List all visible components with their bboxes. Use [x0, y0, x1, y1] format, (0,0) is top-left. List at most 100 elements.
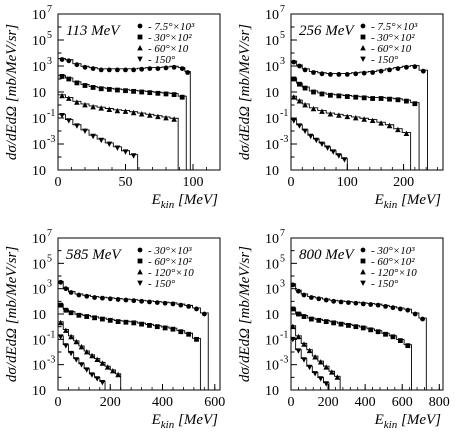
data-point	[162, 300, 168, 306]
data-point	[59, 57, 65, 62]
y-tick-label: 103	[265, 279, 285, 298]
series-circle	[291, 59, 428, 170]
data-point	[361, 95, 367, 101]
model-curve	[58, 74, 187, 170]
y-tick-label: 10-3	[265, 355, 288, 374]
data-point	[89, 372, 95, 378]
data-point	[76, 312, 82, 318]
data-point	[130, 109, 137, 116]
series-circle	[58, 57, 191, 170]
data-point	[78, 343, 85, 350]
y-tick-label: 103	[265, 56, 285, 75]
data-point	[130, 153, 137, 159]
x-tick-label: 100	[337, 175, 358, 190]
legend-marker	[360, 23, 366, 29]
y-tick-label: 105	[32, 253, 52, 272]
y-tick-label: 105	[32, 30, 52, 49]
data-point	[57, 319, 64, 326]
data-point	[308, 316, 314, 322]
data-point	[338, 299, 344, 305]
model-curve	[291, 77, 420, 170]
data-point	[194, 336, 199, 342]
data-point	[123, 319, 129, 325]
data-point	[186, 304, 192, 309]
legend-label: - 150°	[371, 54, 399, 66]
data-point	[76, 292, 82, 298]
data-point	[295, 348, 302, 354]
data-point	[122, 108, 129, 114]
data-point	[73, 357, 80, 363]
y-axis-title: dσ/dEdΩ [mb/MeV/sr]	[4, 246, 20, 382]
data-point	[179, 94, 185, 100]
x-tick-label: 600	[392, 395, 413, 410]
data-point	[90, 66, 96, 71]
data-point	[66, 95, 72, 101]
model-curve	[58, 113, 139, 170]
data-point	[83, 349, 90, 355]
data-point	[163, 65, 169, 71]
data-point	[131, 67, 137, 73]
legend-label: - 30°×10²	[148, 32, 192, 44]
model-curve	[291, 325, 341, 390]
legend-marker	[360, 258, 366, 264]
y-tick-label: 103	[32, 279, 52, 298]
data-point	[59, 92, 65, 99]
data-point	[90, 103, 96, 110]
series-square	[290, 306, 412, 390]
data-point	[170, 301, 176, 307]
y-tick-label: 10	[265, 308, 279, 323]
data-point	[390, 334, 396, 340]
data-point	[106, 87, 112, 92]
data-point	[83, 367, 90, 373]
y-tick-label: 10-3	[32, 134, 55, 153]
data-point	[179, 66, 185, 71]
data-point	[344, 72, 350, 77]
legend-label: - 150°	[148, 54, 176, 66]
data-point	[82, 102, 88, 108]
data-point	[115, 87, 120, 93]
legend-label: - 120°×10	[371, 267, 417, 279]
data-point	[94, 356, 100, 362]
data-point	[328, 369, 335, 375]
data-point	[328, 92, 333, 98]
data-point	[155, 113, 161, 120]
series-square	[58, 302, 201, 390]
data-point	[404, 64, 409, 70]
data-point	[154, 324, 160, 330]
data-point	[107, 296, 113, 302]
data-point	[302, 128, 308, 134]
legend-label: - 7.5°×10³	[371, 21, 418, 33]
data-point	[99, 380, 106, 386]
x-tick-label: 400	[355, 395, 376, 410]
data-point	[353, 300, 359, 306]
data-point	[331, 320, 337, 326]
data-point	[114, 145, 121, 151]
data-point	[301, 292, 307, 298]
legend-marker	[137, 280, 143, 286]
data-point	[330, 149, 337, 155]
data-point	[154, 300, 160, 305]
model-curve	[291, 95, 412, 170]
y-tick-label: 105	[265, 253, 285, 272]
data-point	[317, 359, 324, 365]
data-point	[100, 316, 105, 322]
data-point	[290, 336, 296, 343]
y-tick-label: 10	[265, 384, 279, 399]
y-tick-label: 10	[265, 164, 279, 179]
data-point	[106, 141, 113, 147]
data-point	[92, 295, 97, 300]
y-tick-label: 10	[265, 86, 279, 101]
data-point	[308, 295, 314, 300]
model-curve	[291, 60, 428, 170]
data-point	[383, 331, 388, 337]
y-tick-label: 107	[32, 4, 52, 23]
data-point	[346, 323, 351, 328]
data-point	[361, 116, 367, 122]
x-tick-label: 800	[429, 395, 450, 410]
legend-label: - 30°×10²	[371, 32, 415, 44]
data-point	[185, 70, 191, 75]
data-point	[123, 297, 129, 303]
data-point	[106, 106, 113, 112]
